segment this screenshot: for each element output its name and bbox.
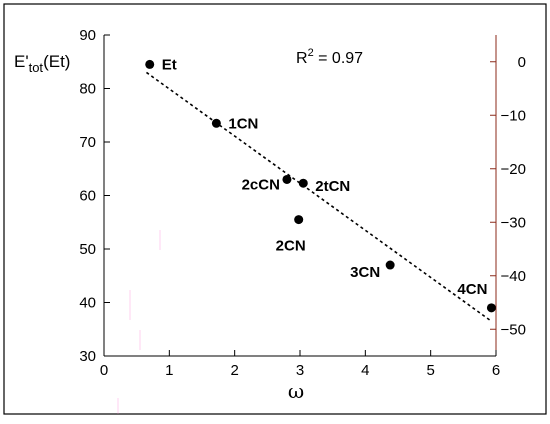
point-label-1cn: 1CN	[228, 115, 258, 132]
ghost-artifacts	[117, 230, 161, 414]
right-tick-label: 0	[518, 54, 526, 71]
y-tick-label: 60	[79, 188, 96, 205]
y-tick-label: 70	[79, 134, 96, 151]
point-label-et: Et	[162, 56, 177, 73]
data-point-2tcn	[298, 178, 308, 188]
r-squared-annotation: R2 = 0.97	[296, 47, 363, 67]
data-point-2ccn	[282, 174, 292, 184]
x-tick-label: 2	[230, 362, 238, 379]
y-axis-ticks: 30 40 50 60 70 80 90	[79, 27, 110, 365]
y-tick-label: 80	[79, 81, 96, 98]
x-axis-ticks: 0 1 2 3 4 5 6	[100, 350, 500, 379]
data-point-4cn	[486, 303, 496, 313]
right-tick-label: −50	[501, 321, 526, 338]
x-tick-label: 1	[165, 362, 173, 379]
point-label-2ccn: 2cCN	[242, 176, 280, 193]
y-tick-label: 40	[79, 295, 96, 312]
y-tick-label: 50	[79, 241, 96, 258]
x-tick-label: 5	[426, 362, 434, 379]
right-axis-ticks: 0 −10 −20 −30 −40 −50	[490, 54, 526, 338]
point-label-3cn: 3CN	[350, 264, 380, 281]
point-label-4cn: 4CN	[457, 281, 487, 298]
right-tick-label: −10	[501, 107, 526, 124]
y-tick-label: 90	[79, 27, 96, 44]
data-points: Et 1CN 2cCN 2tCN 2CN 3CN 4CN	[145, 56, 496, 313]
data-point-1cn	[211, 118, 221, 128]
x-tick-label: 6	[492, 362, 500, 379]
x-tick-label: 4	[361, 362, 369, 379]
right-tick-label: −30	[501, 214, 526, 231]
point-label-2tcn: 2tCN	[315, 178, 350, 195]
data-point-et	[145, 59, 155, 69]
y-axis-label: E'tot(Et)	[14, 52, 70, 75]
x-axis-label: ω	[288, 379, 304, 403]
right-tick-label: −20	[501, 161, 526, 178]
x-tick-label: 0	[100, 362, 108, 379]
fit-line	[145, 71, 492, 322]
data-point-2cn	[294, 215, 304, 225]
point-label-2cn: 2CN	[276, 238, 306, 255]
right-tick-label: −40	[501, 268, 526, 285]
x-tick-label: 3	[296, 362, 304, 379]
y-tick-label: 30	[79, 348, 96, 365]
data-point-3cn	[385, 260, 395, 270]
frame-border	[3, 3, 547, 415]
